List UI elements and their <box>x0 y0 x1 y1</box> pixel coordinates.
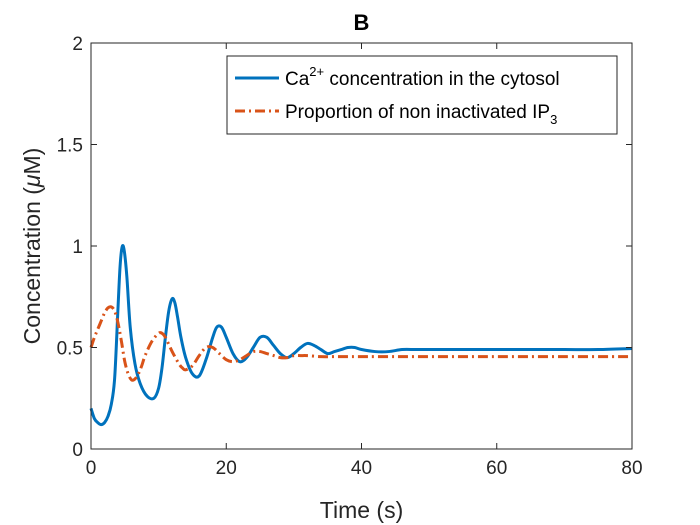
chart-title: B <box>354 10 370 35</box>
legend-box <box>226 55 618 135</box>
series-line-ca <box>89 243 633 427</box>
legend-ip3-subscript: 3 <box>550 112 557 127</box>
x-tick-label: 40 <box>351 458 372 479</box>
x-axis: 0 20 40 60 80 <box>86 43 643 479</box>
x-tick-label: 0 <box>86 458 97 479</box>
legend-entry-ca: Ca2+ concentration in the cytosol <box>285 64 560 90</box>
y-axis-label-main: Concentration ( <box>19 187 45 345</box>
y-axis-label-mu: μ <box>19 174 45 188</box>
y-tick-label: 1 <box>72 237 83 258</box>
y-axis-label-unit: M) <box>19 148 45 175</box>
series-line-ip3 <box>89 305 632 382</box>
x-tick-label: 60 <box>486 458 507 479</box>
legend-ca-prefix: Ca <box>285 69 310 90</box>
y-tick-label: 0 <box>72 440 83 461</box>
y-axis-label: Concentration (μM) <box>19 148 45 345</box>
legend-entry-ip3: Proportion of non inactivated IP3 <box>285 102 557 127</box>
legend-ca-superscript: 2+ <box>309 64 324 79</box>
y-tick-label: 1.5 <box>57 136 83 157</box>
x-tick-label: 20 <box>216 458 237 479</box>
y-tick-label: 2 <box>72 34 83 55</box>
y-tick-label: 0.5 <box>57 339 83 360</box>
legend: Ca2+ concentration in the cytosol Propor… <box>226 55 618 135</box>
y-axis: 0 0.5 1 1.5 2 <box>57 34 632 461</box>
x-tick-label: 80 <box>621 458 642 479</box>
legend-ip3-prefix: Proportion of non inactivated IP <box>285 102 550 123</box>
x-axis-label: Time (s) <box>320 497 403 523</box>
legend-ca-suffix: concentration in the cytosol <box>324 69 560 90</box>
series-layer <box>89 243 633 427</box>
